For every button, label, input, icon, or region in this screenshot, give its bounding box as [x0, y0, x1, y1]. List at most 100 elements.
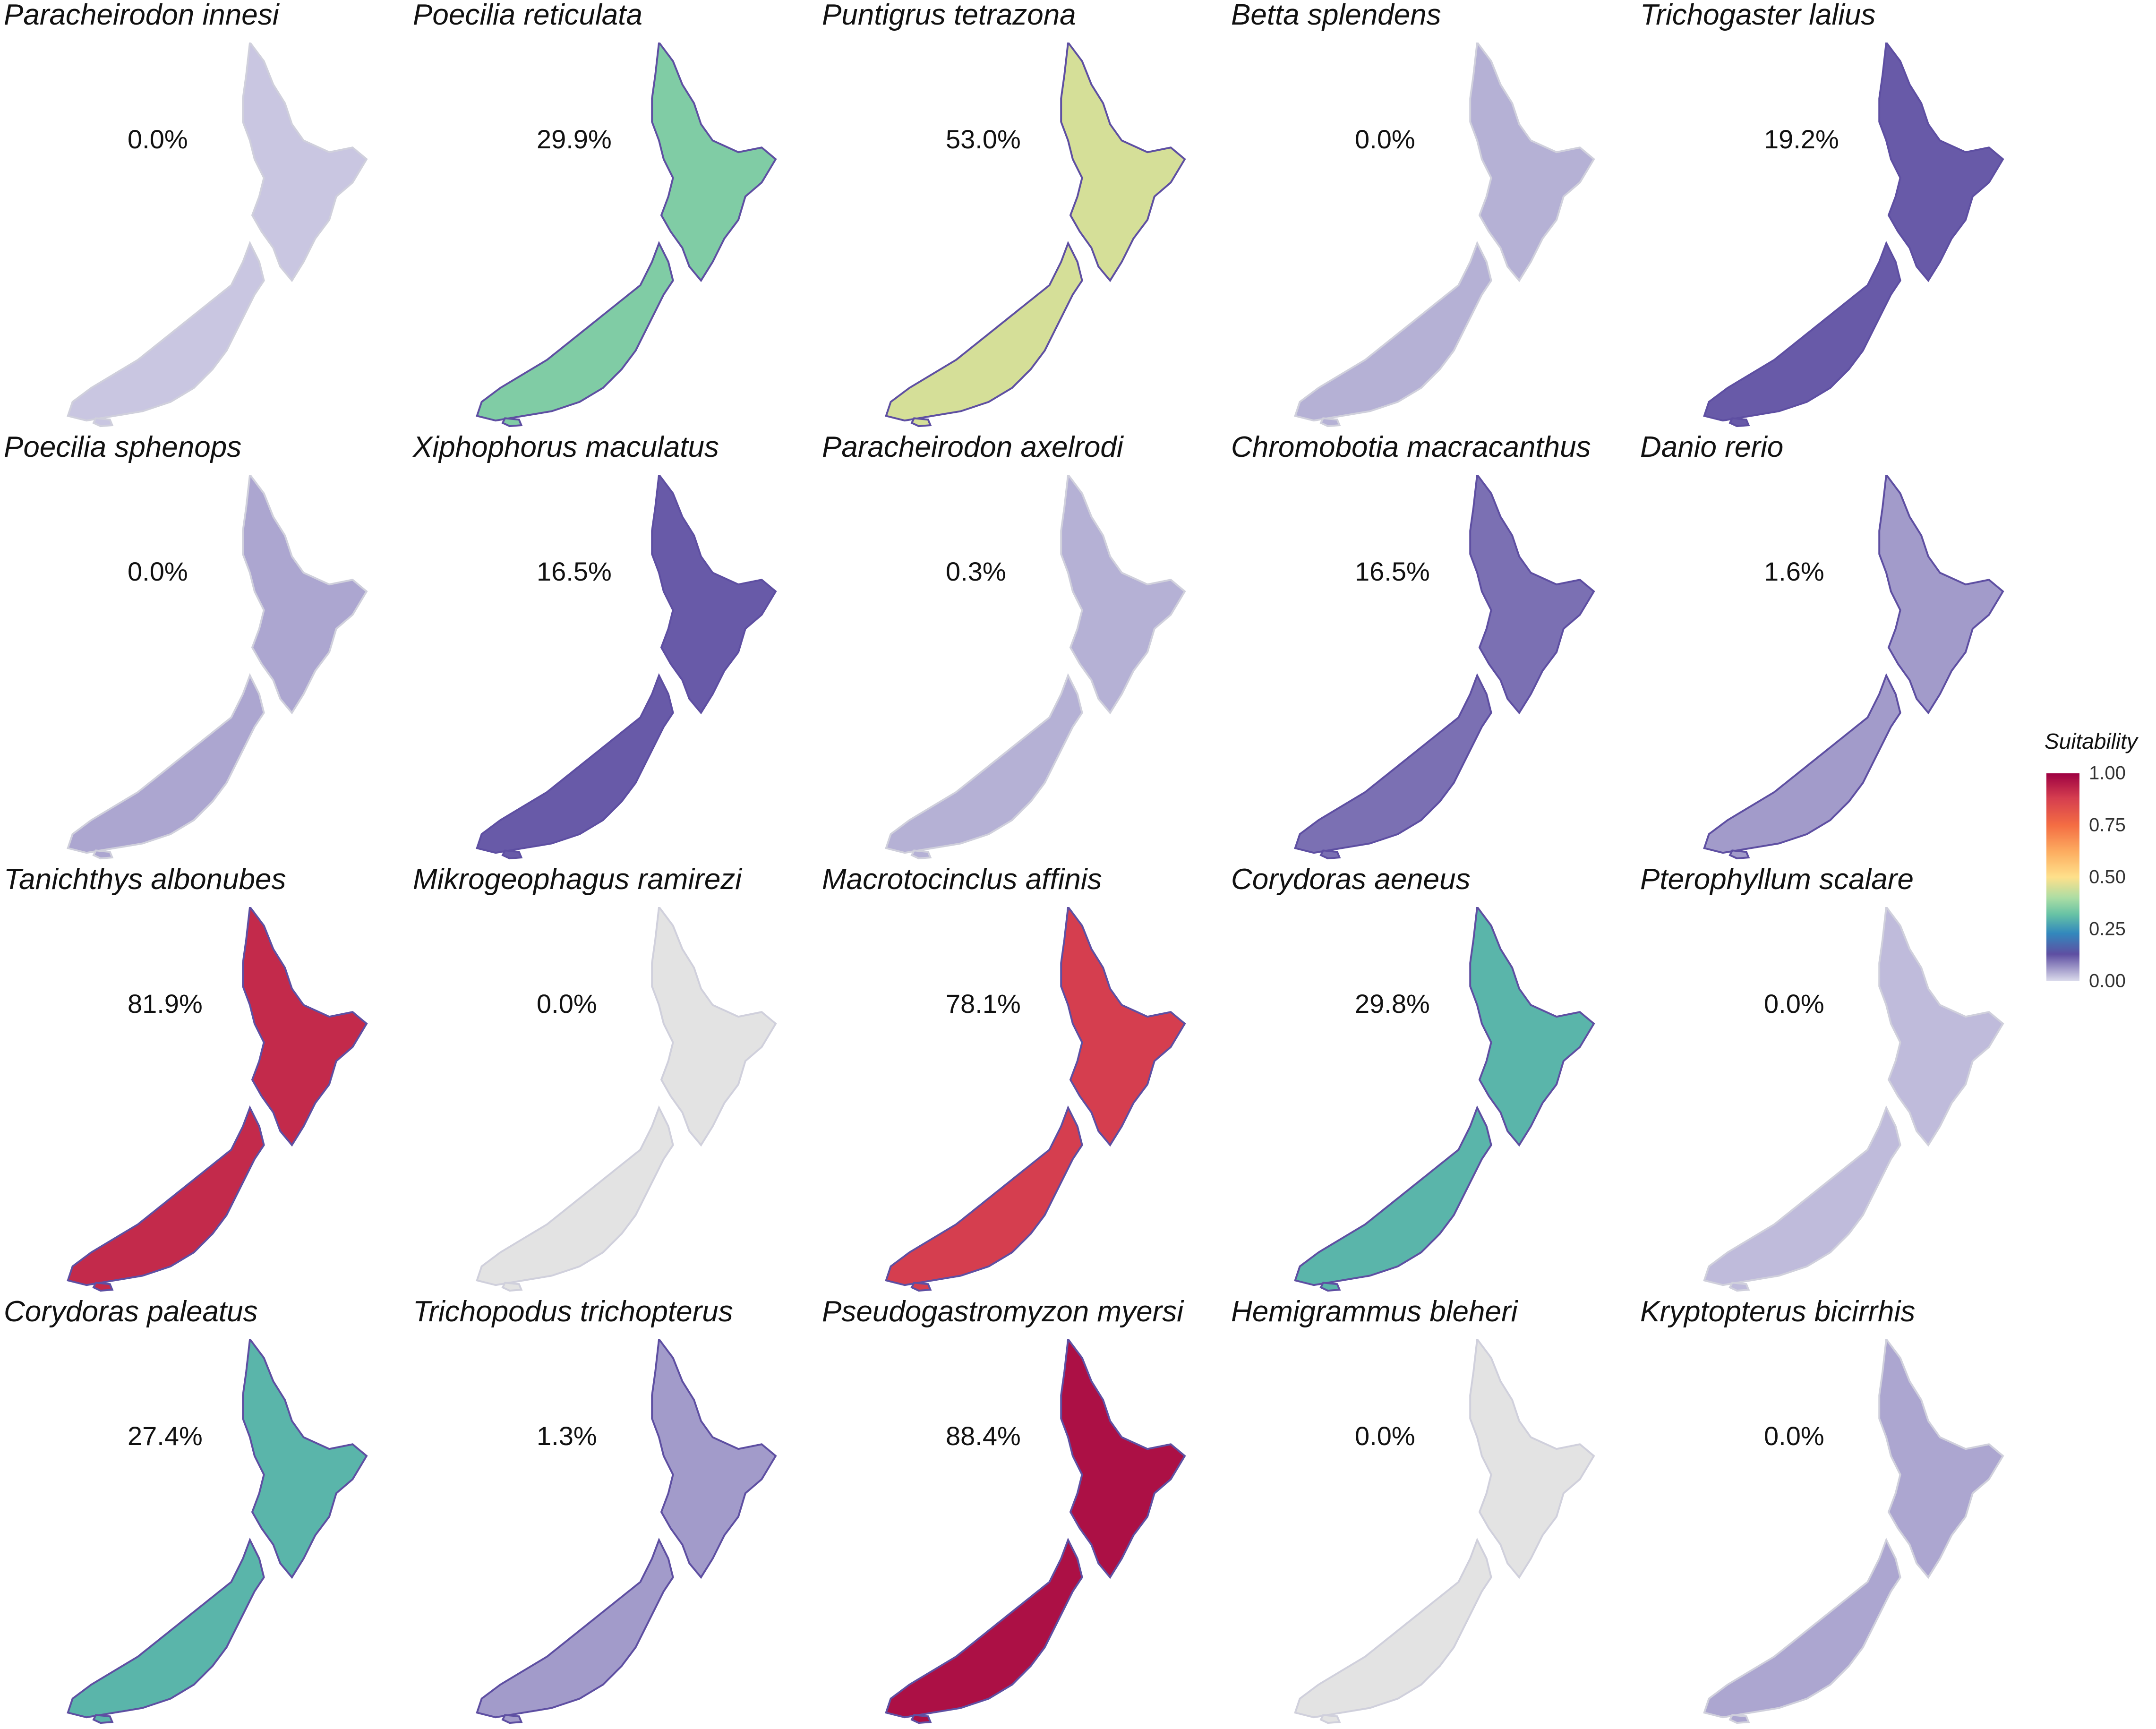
stewart-island — [1728, 849, 1750, 860]
suitable-area-percent: 16.5% — [1355, 556, 1430, 586]
nz-suitability-map — [885, 475, 1186, 860]
species-name: Corydoras aeneus — [1231, 863, 1471, 896]
stewart-island — [1319, 849, 1341, 860]
north-island — [651, 43, 777, 282]
nz-suitability-map — [1703, 475, 2004, 860]
suitable-area-percent: 1.3% — [537, 1421, 597, 1451]
stewart-island — [910, 417, 932, 428]
stewart-island — [1728, 417, 1750, 428]
south-island — [1703, 240, 1901, 422]
stewart-island — [1319, 1282, 1341, 1292]
nz-suitability-map — [67, 907, 368, 1292]
south-island — [1294, 1537, 1492, 1719]
legend-tick-025: 0.25 — [2089, 918, 2126, 940]
map-panel: Kryptopterus bicirrhis 0.0% — [1636, 1295, 2045, 1729]
nz-suitability-map — [1294, 1339, 1595, 1724]
suitable-area-percent: 0.0% — [128, 124, 188, 154]
map-panel: Trichopodus trichopterus 1.3% — [409, 1295, 818, 1729]
south-island — [476, 240, 674, 422]
south-island — [885, 1105, 1083, 1286]
map-panel: Macrotocinclus affinis 78.1% — [818, 863, 1227, 1297]
map-panel: Corydoras paleatus 27.4% — [0, 1295, 409, 1729]
nz-suitability-map — [1703, 907, 2004, 1292]
stewart-island — [92, 1714, 114, 1724]
south-island — [67, 1105, 265, 1286]
map-panel: Pterophyllum scalare 0.0% — [1636, 863, 2045, 1297]
map-panel: Poecilia reticulata 29.9% — [409, 0, 818, 432]
south-island — [885, 673, 1083, 854]
nz-suitability-map — [67, 43, 368, 428]
map-panel: Pseudogastromyzon myersi 88.4% — [818, 1295, 1227, 1729]
suitable-area-percent: 0.0% — [1764, 989, 1824, 1019]
nz-suitability-map — [476, 1339, 777, 1724]
species-name: Puntigrus tetrazona — [822, 0, 1076, 31]
species-name: Paracheirodon innesi — [4, 0, 279, 31]
nz-suitability-map — [67, 1339, 368, 1724]
stewart-island — [910, 849, 932, 860]
suitable-area-percent: 27.4% — [128, 1421, 203, 1451]
nz-suitability-map — [67, 475, 368, 860]
species-name: Betta splendens — [1231, 0, 1441, 31]
species-name: Poecilia reticulata — [413, 0, 642, 31]
north-island — [242, 907, 368, 1147]
north-island — [1060, 907, 1186, 1147]
north-island — [1469, 43, 1595, 282]
species-name: Pterophyllum scalare — [1640, 863, 1914, 896]
nz-suitability-map — [885, 43, 1186, 428]
stewart-island — [501, 1714, 523, 1724]
stewart-island — [1319, 1714, 1341, 1724]
south-island — [1294, 240, 1492, 422]
legend-tick-050: 0.50 — [2089, 866, 2126, 888]
north-island — [1878, 1339, 2004, 1579]
map-panel: Chromobotia macracanthus 16.5% — [1227, 431, 1636, 864]
north-island — [242, 43, 368, 282]
species-name: Poecilia sphenops — [4, 431, 242, 463]
south-island — [1703, 1105, 1901, 1286]
map-panel: Poecilia sphenops 0.0% — [0, 431, 409, 864]
map-panel: Hemigrammus bleheri 0.0% — [1227, 1295, 1636, 1729]
nz-suitability-map — [1703, 43, 2004, 428]
species-name: Tanichthys albonubes — [4, 863, 286, 896]
south-island — [476, 1537, 674, 1719]
north-island — [1469, 475, 1595, 715]
nz-suitability-map — [476, 907, 777, 1292]
species-name: Chromobotia macracanthus — [1231, 431, 1591, 463]
north-island — [1469, 1339, 1595, 1579]
legend-tick-0: 0.00 — [2089, 970, 2126, 992]
north-island — [1060, 475, 1186, 715]
legend-tick-075: 0.75 — [2089, 814, 2126, 836]
map-panel: Puntigrus tetrazona 53.0% — [818, 0, 1227, 432]
species-name: Kryptopterus bicirrhis — [1640, 1295, 1916, 1328]
stewart-island — [910, 1282, 932, 1292]
south-island — [885, 1537, 1083, 1719]
stewart-island — [501, 1282, 523, 1292]
south-island — [1703, 1537, 1901, 1719]
species-name: Danio rerio — [1640, 431, 1784, 463]
legend-gradient — [2046, 773, 2079, 981]
nz-suitability-map — [1294, 907, 1595, 1292]
north-island — [242, 475, 368, 715]
map-panel: Betta splendens 0.0% — [1227, 0, 1636, 432]
nz-suitability-map — [1294, 43, 1595, 428]
suitable-area-percent: 29.8% — [1355, 989, 1430, 1019]
suitable-area-percent: 81.9% — [128, 989, 203, 1019]
nz-suitability-map — [476, 43, 777, 428]
south-island — [476, 1105, 674, 1286]
suitable-area-percent: 88.4% — [946, 1421, 1021, 1451]
legend-tick-1: 1.00 — [2089, 762, 2126, 784]
species-name: Trichopodus trichopterus — [413, 1295, 733, 1328]
north-island — [1878, 43, 2004, 282]
map-panel: Trichogaster lalius 19.2% — [1636, 0, 2045, 432]
south-island — [1294, 1105, 1492, 1286]
stewart-island — [501, 849, 523, 860]
stewart-island — [910, 1714, 932, 1724]
stewart-island — [1728, 1714, 1750, 1724]
suitable-area-percent: 0.3% — [946, 556, 1006, 586]
north-island — [651, 907, 777, 1147]
south-island — [885, 240, 1083, 422]
suitable-area-percent: 0.0% — [537, 989, 597, 1019]
map-panel: Paracheirodon axelrodi 0.3% — [818, 431, 1227, 864]
suitability-legend: Suitability 1.00 0.75 0.50 0.25 0.00 — [2042, 728, 2156, 993]
south-island — [67, 673, 265, 854]
